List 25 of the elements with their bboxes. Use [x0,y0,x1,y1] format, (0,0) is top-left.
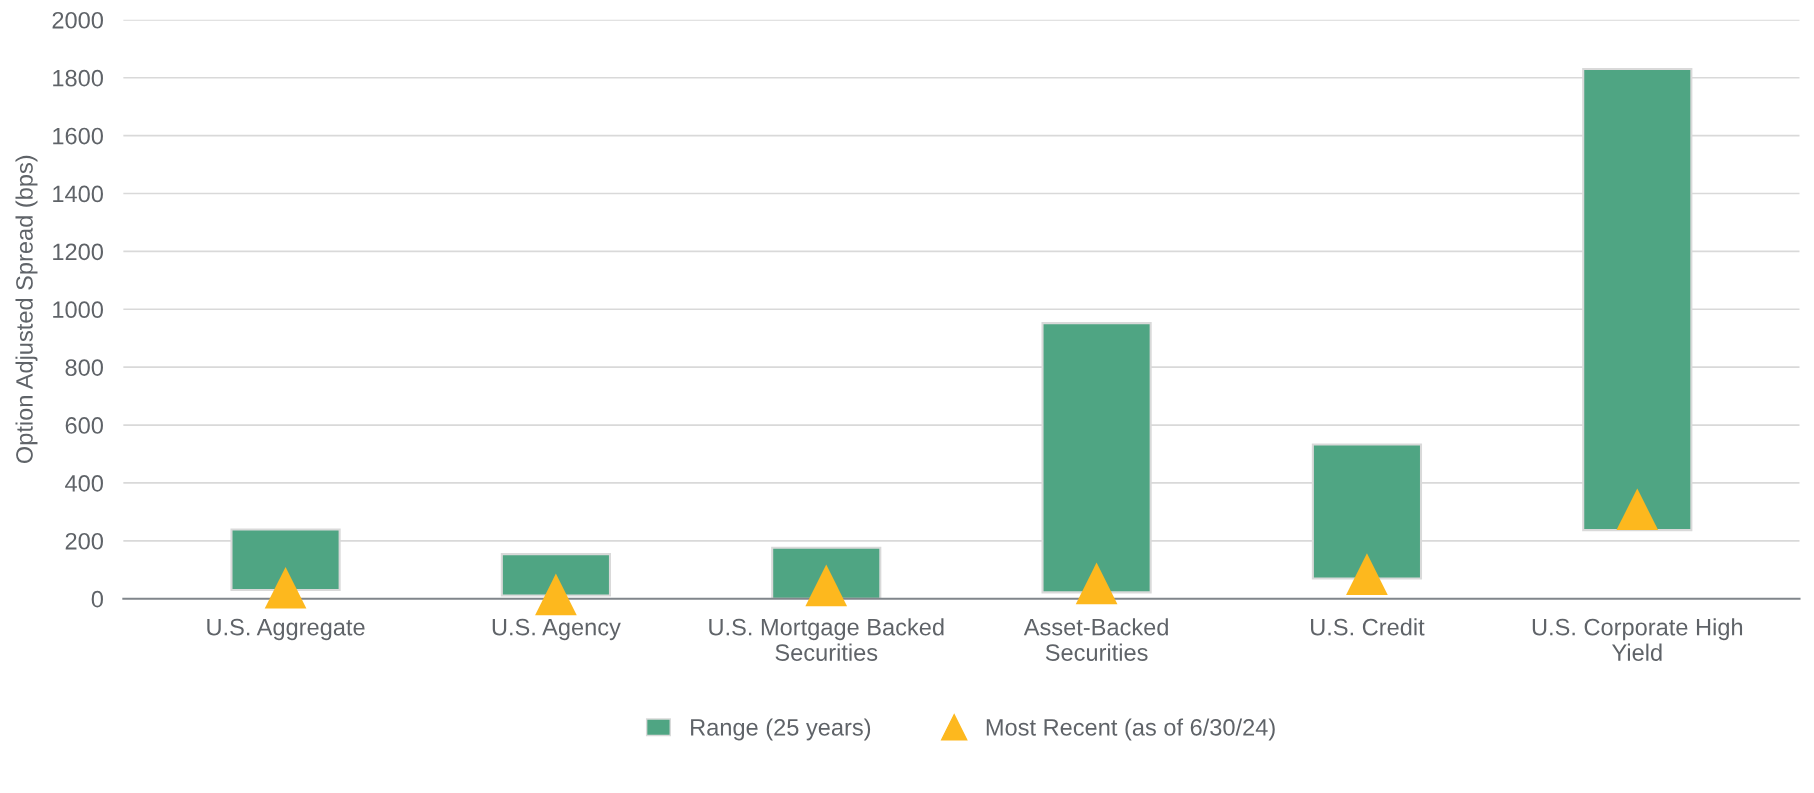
x-tick-label: U.S. Aggregate [207,618,365,641]
x-tick-label: U.S. Mortgage Backed Securities [709,618,944,661]
point [264,566,307,609]
point [1346,553,1388,595]
y-tick-label: 1800 [53,69,103,87]
legend-label: Range (25 years) [691,718,871,741]
y-axis-title: Option Adjusted Spread (bps) [15,155,38,464]
y-tick-label: 800 [65,359,103,376]
x-tick-label: U.S. Corporate High Yield [1532,618,1743,661]
y-tick-label: 400 [65,475,103,492]
x-tick-label: U.S. Credit [1311,618,1425,636]
y-tick-label: 0 [91,590,103,608]
x-tick-label: Asset-Backed Securities [1023,618,1168,661]
y-tick-label: 600 [65,417,103,434]
y-tick-label: 2000 [52,11,103,29]
x-tick-label: U.S. Agency [492,618,621,641]
y-tick-label: 200 [65,532,103,550]
y-tick-label: 1000 [53,301,103,319]
point [1616,488,1659,531]
y-tick-label: 1200 [53,243,103,261]
point [1075,562,1118,605]
bar [500,553,612,597]
legend-label: Most Recent (as of 6/30/24) [986,718,1275,741]
y-tick-label: 1600 [53,127,103,145]
y-tick-label: 1400 [53,185,103,203]
